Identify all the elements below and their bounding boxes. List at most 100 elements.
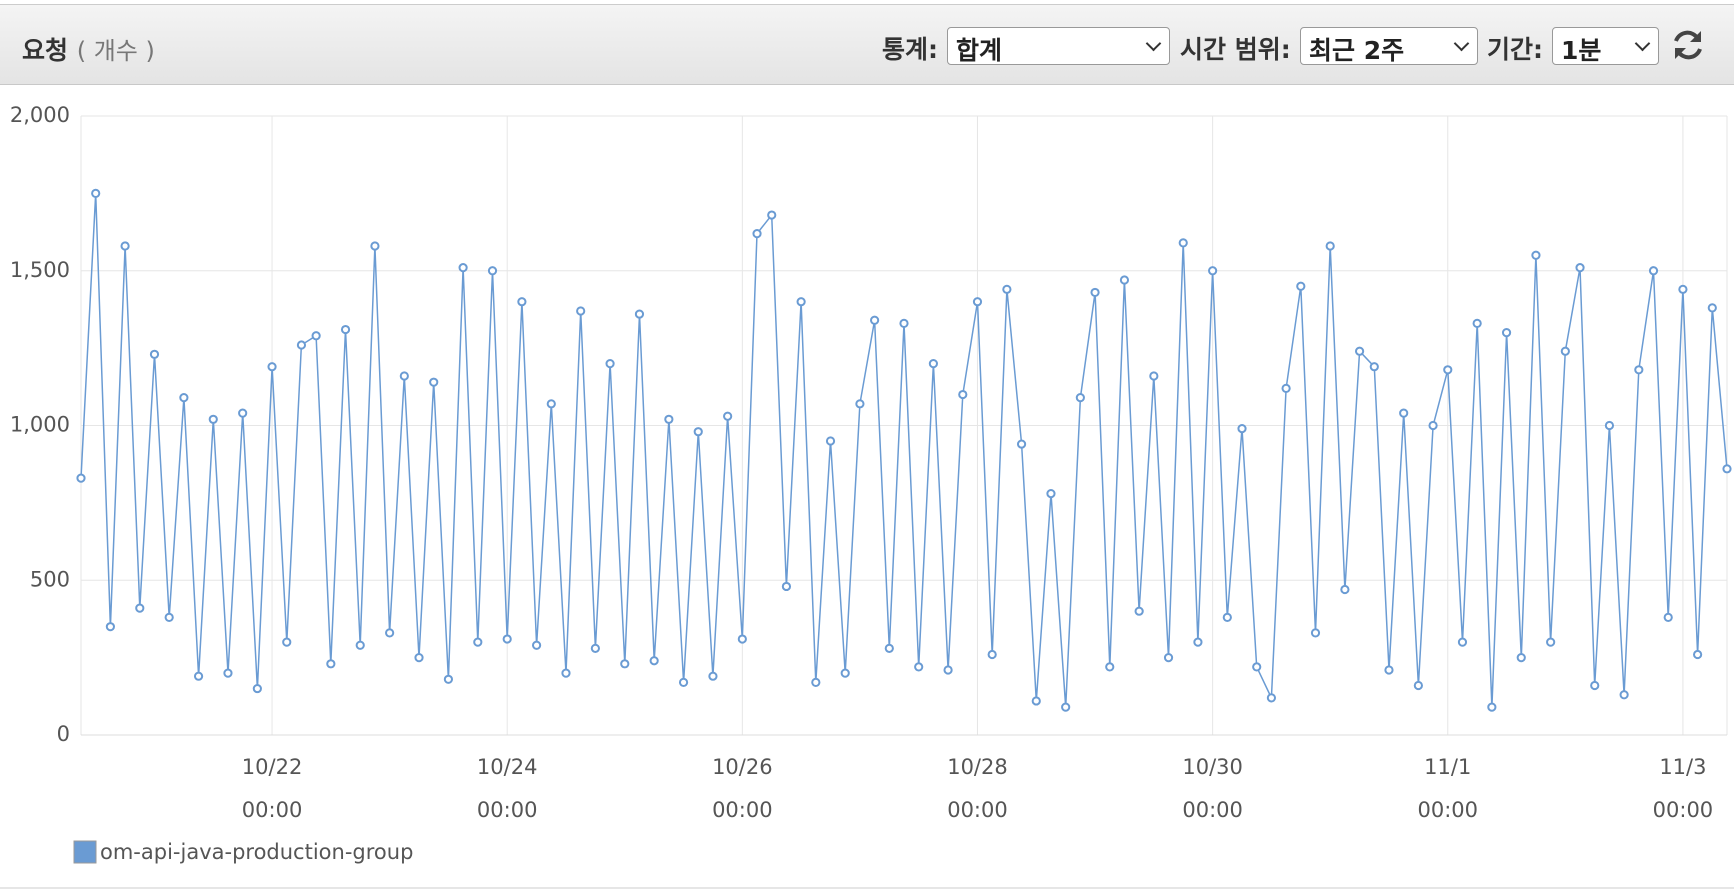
data-point <box>884 643 894 653</box>
x-tick-label: 10/28 <box>947 755 1008 779</box>
x-tick-label: 00:00 <box>947 798 1008 822</box>
data-point <box>1413 680 1423 691</box>
data-point <box>1575 263 1585 273</box>
panel-title: 요청 ( 개수 ) <box>22 31 155 67</box>
data-point <box>487 266 498 276</box>
data-point <box>1105 662 1115 672</box>
data-point <box>355 640 365 650</box>
data-point <box>928 359 938 369</box>
data-point <box>1119 275 1130 285</box>
data-point <box>1061 702 1071 712</box>
x-tick-label: 00:00 <box>1418 798 1479 822</box>
data-point <box>1693 649 1703 660</box>
y-tick-label: 1,000 <box>10 413 70 437</box>
select[interactable]: 최근 2주 <box>1300 27 1478 65</box>
data-point <box>1163 653 1174 663</box>
data-point <box>179 393 189 403</box>
control-label: 기간: <box>1487 35 1543 64</box>
data-point <box>899 318 909 328</box>
data-point <box>1501 328 1512 338</box>
data-point <box>1487 702 1497 712</box>
data-point <box>76 473 86 483</box>
data-point <box>1252 662 1262 672</box>
data-point <box>326 659 336 669</box>
x-tick-label: 00:00 <box>242 798 303 822</box>
control-label: 통계: <box>882 35 938 64</box>
data-point <box>1031 696 1041 706</box>
data-point <box>1472 318 1482 328</box>
select[interactable]: 1분 <box>1552 27 1659 65</box>
data-point <box>605 359 615 369</box>
x-tick-label: 00:00 <box>477 798 538 822</box>
y-tick-label: 0 <box>57 722 70 746</box>
data-point <box>1296 281 1306 291</box>
data-point <box>693 427 703 437</box>
data-point <box>1678 284 1688 294</box>
legend-swatch <box>73 840 97 864</box>
data-point <box>1634 365 1644 375</box>
data-point <box>399 371 409 381</box>
data-point <box>561 668 571 678</box>
data-point <box>1546 637 1556 647</box>
data-point <box>1016 439 1027 449</box>
data-point <box>120 241 130 251</box>
data-point <box>1663 612 1673 622</box>
data-point <box>914 662 924 672</box>
data-point <box>311 331 321 341</box>
x-tick-label: 11/1 <box>1424 755 1471 779</box>
legend-label: om-api-java-production-group <box>100 840 413 864</box>
data-point <box>1648 266 1659 276</box>
data-point <box>414 653 424 663</box>
select[interactable]: 합계 <box>947 27 1170 65</box>
data-point <box>1208 266 1218 276</box>
data-point <box>1707 303 1717 313</box>
data-point <box>340 324 351 335</box>
data-point <box>1384 665 1394 675</box>
x-tick-label: 10/30 <box>1182 755 1243 779</box>
data-point <box>576 306 586 316</box>
data-point <box>1457 637 1468 647</box>
data-point <box>855 399 865 409</box>
data-point <box>1134 606 1144 616</box>
data-point <box>1604 420 1615 431</box>
data-point <box>781 581 792 592</box>
data-point <box>590 643 600 653</box>
data-point <box>370 241 380 251</box>
data-point <box>1325 241 1335 251</box>
data-point <box>1222 612 1232 622</box>
refresh-button[interactable] <box>1668 27 1708 63</box>
data-point <box>1281 383 1291 393</box>
data-point <box>811 677 821 687</box>
data-point <box>1516 653 1526 663</box>
x-tick-label: 10/26 <box>712 755 773 779</box>
data-point <box>252 683 262 694</box>
x-tick-label: 00:00 <box>1653 798 1714 822</box>
header-bar: 요청 ( 개수 ) 통계: 합계 시간 범위: 최근 2주 기간: 1분 <box>0 4 1734 85</box>
x-tick-label: 11/3 <box>1659 755 1706 779</box>
data-point <box>223 668 233 678</box>
data-point <box>943 665 953 675</box>
y-tick-label: 1,500 <box>10 258 70 282</box>
data-point <box>958 389 968 400</box>
data-point <box>678 677 689 687</box>
data-point <box>164 612 174 622</box>
data-point <box>458 263 468 273</box>
data-point <box>1310 628 1321 638</box>
data-point <box>1354 346 1365 356</box>
y-tick-label: 500 <box>30 567 70 591</box>
data-point <box>267 362 277 372</box>
control-label: 시간 범위: <box>1180 35 1291 64</box>
data-point <box>1237 423 1247 434</box>
data-point <box>1428 420 1438 431</box>
data-point <box>767 210 777 220</box>
data-point <box>987 649 997 660</box>
data-point <box>825 436 836 446</box>
data-point <box>1560 346 1570 356</box>
data-point <box>620 659 630 669</box>
data-point <box>282 637 292 647</box>
data-point <box>429 377 439 387</box>
data-point <box>105 622 115 632</box>
data-point <box>238 408 248 418</box>
